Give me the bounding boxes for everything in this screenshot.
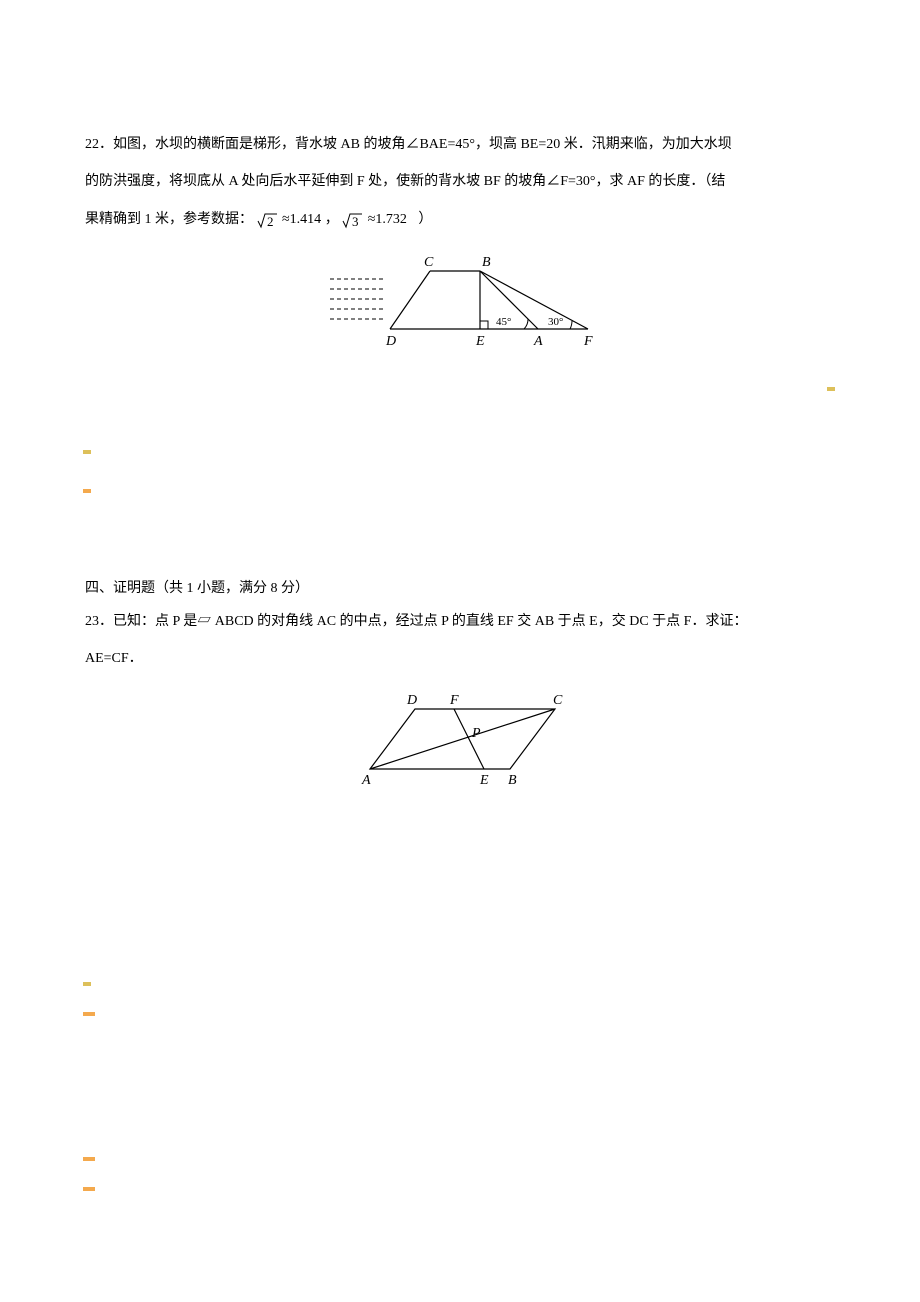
d1-label-F: F bbox=[583, 334, 593, 349]
d1-label-A: A bbox=[533, 334, 543, 349]
d1-label-B: B bbox=[482, 255, 491, 270]
d1-angle-45: 45° bbox=[496, 316, 511, 328]
p22-l3-prefix: 果精确到 1 米，参考数据： bbox=[85, 212, 253, 227]
artifact-left-3 bbox=[83, 975, 91, 991]
sqrt3-val: ≈1.732 bbox=[368, 212, 407, 227]
problem-22-line2: 的防洪强度，将坝底从 A 处向后水平延伸到 F 处，使新的背水坡 BF 的坡角∠… bbox=[85, 167, 835, 196]
d2-label-C: C bbox=[553, 693, 563, 708]
d1-label-C: C bbox=[424, 255, 434, 270]
problem-22-line1: 22．如图，水坝的横断面是梯形，背水坡 AB 的坡角∠BAE=45°，坝高 BE… bbox=[85, 130, 835, 159]
d1-label-D: D bbox=[385, 334, 396, 349]
artifact-icon bbox=[83, 1187, 95, 1191]
problem-23-line1: 23．已知：点 P 是▱ ABCD 的对角线 AC 的中点，经过点 P 的直线 … bbox=[85, 607, 835, 636]
d2-label-D: D bbox=[406, 693, 417, 708]
artifact-left-4 bbox=[83, 1005, 95, 1021]
diagram-1-svg: C B D E A F 45° 30° bbox=[320, 249, 600, 354]
artifact-group-2 bbox=[83, 475, 835, 504]
artifact-icon bbox=[83, 1157, 95, 1161]
content-area: 22．如图，水坝的横断面是梯形，背水坡 AB 的坡角∠BAE=45°，坝高 BE… bbox=[0, 0, 920, 860]
sqrt2-val: ≈1.414 bbox=[282, 212, 321, 227]
d2-label-E: E bbox=[479, 773, 489, 788]
p22-l3-suffix: ） bbox=[418, 212, 432, 227]
section-4-header: 四、证明题（共 1 小题，满分 8 分） bbox=[85, 574, 835, 603]
diagram-2-svg: D F C A E B P bbox=[350, 689, 570, 789]
sqrt2-expr: 2 bbox=[257, 205, 279, 234]
svg-text:2: 2 bbox=[267, 214, 274, 229]
artifact-icon bbox=[83, 489, 91, 493]
comma1: ， bbox=[325, 212, 339, 227]
sqrt3-expr: 3 bbox=[342, 205, 364, 234]
artifact-icon bbox=[83, 1012, 95, 1016]
diagram-1-container: C B D E A F 45° 30° bbox=[85, 249, 835, 365]
problem-22-line3: 果精确到 1 米，参考数据： 2 ≈1.414 ， 3 ≈1.732 ） bbox=[85, 205, 835, 234]
artifact-group-1 bbox=[83, 436, 835, 465]
d2-label-P: P bbox=[471, 726, 481, 741]
d2-label-B: B bbox=[508, 773, 517, 788]
d1-angle-30: 30° bbox=[548, 316, 563, 328]
artifact-left-5 bbox=[83, 1150, 95, 1166]
problem-23-line2: AE=CF． bbox=[85, 644, 835, 673]
d1-label-E: E bbox=[475, 334, 485, 349]
artifact-right-1 bbox=[827, 380, 835, 396]
artifact-icon bbox=[83, 982, 91, 986]
page-container: 22．如图，水坝的横断面是梯形，背水坡 AB 的坡角∠BAE=45°，坝高 BE… bbox=[0, 0, 920, 1302]
artifact-icon bbox=[827, 387, 835, 391]
d2-label-F: F bbox=[449, 693, 459, 708]
svg-text:3: 3 bbox=[352, 214, 359, 229]
d2-label-A: A bbox=[361, 773, 371, 788]
artifact-left-6 bbox=[83, 1180, 95, 1196]
artifact-icon bbox=[83, 450, 91, 454]
diagram-2-container: D F C A E B P bbox=[85, 689, 835, 800]
